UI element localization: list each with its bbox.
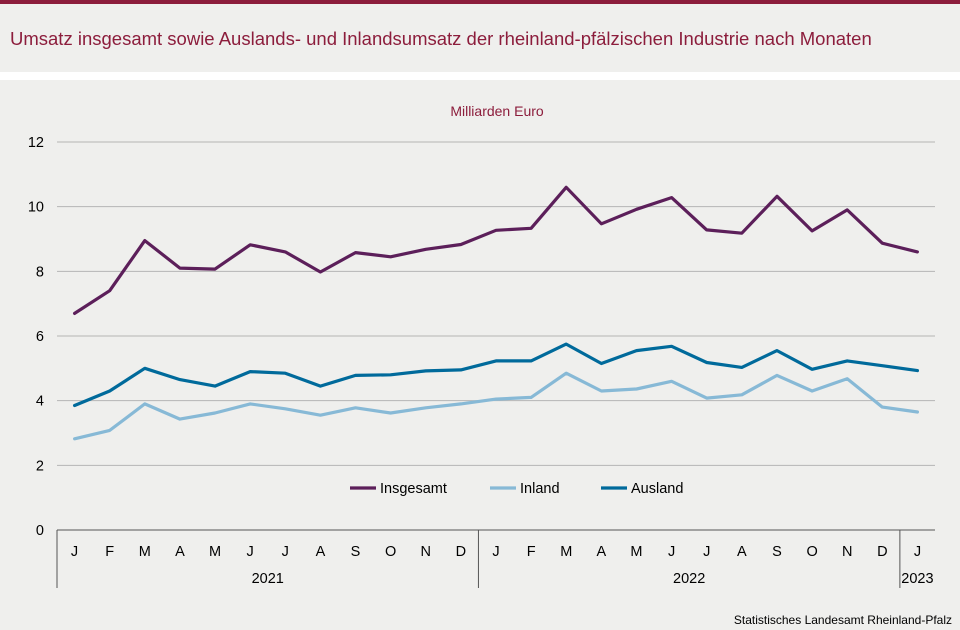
year-label: 2023 [901,571,933,587]
y-tick-label: 0 [36,523,44,539]
page-title: Umsatz insgesamt sowie Auslands- und Inl… [10,28,872,49]
source-note: Statistisches Landesamt Rheinland-Pfalz [733,613,952,627]
x-tick-label: A [737,544,747,560]
x-tick-label: M [560,544,572,560]
chart-panel: Milliarden Euro 0 2 4 6 8 10 12 J F M A M J J A S O N D J F M A… [0,80,960,630]
x-tick-label: A [175,544,185,560]
year-label: 2022 [673,571,705,587]
x-tick-label: F [105,544,114,560]
y-tick-label: 8 [36,264,44,280]
x-tick-label: O [806,544,817,560]
legend-label-inland: Inland [520,481,560,497]
y-tick-label: 2 [36,458,44,474]
x-tick-label: A [316,544,326,560]
x-tick-label: O [385,544,396,560]
divider [0,72,960,80]
x-tick-label: J [703,544,710,560]
y-tick-label: 6 [36,329,44,345]
x-tick-label: S [772,544,782,560]
y-tick-label: 12 [28,135,44,151]
year-label: 2021 [252,571,284,587]
x-tick-label: J [668,544,675,560]
series-line-insgesamt [72,185,920,315]
x-tick-label: J [71,544,78,560]
x-tick-label: S [351,544,361,560]
y-tick-label: 10 [28,200,44,216]
x-tick-label: M [139,544,151,560]
legend-label-insgesamt: Insgesamt [380,481,447,497]
x-tick-label: J [492,544,499,560]
x-tick-label: M [209,544,221,560]
unit-label: Milliarden Euro [450,103,544,119]
series-line-ausland [72,342,920,408]
top-accent-bar [0,0,960,4]
x-tick-label: D [456,544,466,560]
x-tick-label: N [421,544,431,560]
x-tick-label: J [914,544,921,560]
header: Umsatz insgesamt sowie Auslands- und Inl… [0,4,960,72]
x-tick-label: D [877,544,887,560]
y-tick-label: 4 [36,394,44,410]
x-tick-label: A [597,544,607,560]
x-tick-label: J [247,544,254,560]
x-tick-label: J [282,544,289,560]
x-tick-label: N [842,544,852,560]
legend-label-ausland: Ausland [631,481,683,497]
x-tick-label: F [527,544,536,560]
x-tick-label: M [630,544,642,560]
line-chart: Milliarden Euro 0 2 4 6 8 10 12 J F M A M J J A S O N D J F M A… [28,103,935,588]
series-line-inland [72,371,920,441]
